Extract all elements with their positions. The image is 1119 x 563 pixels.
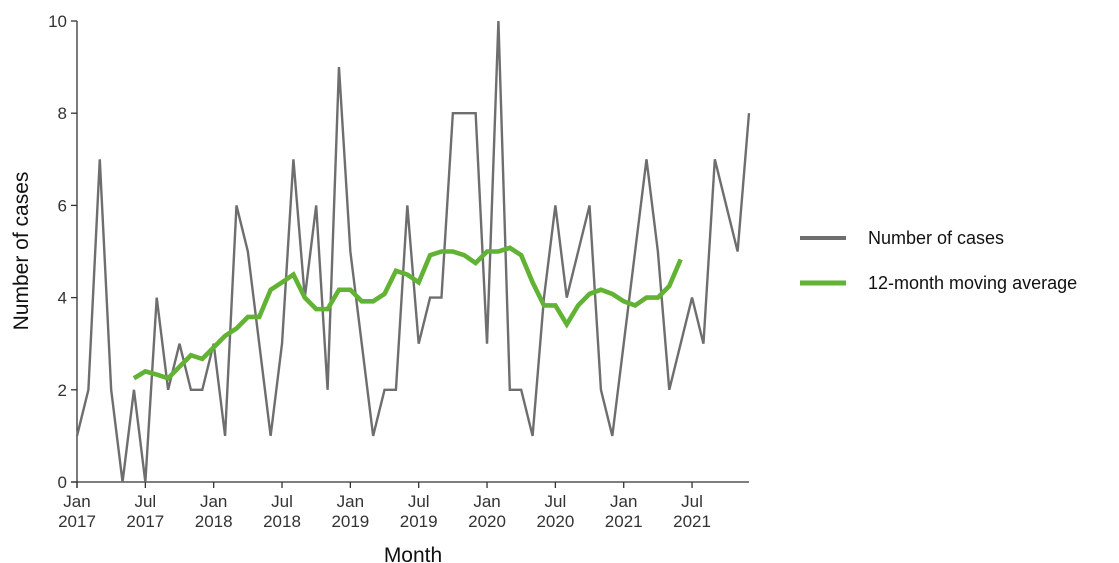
x-tick-label-month: Jan <box>200 492 227 511</box>
y-axis-title: Number of cases <box>10 172 33 331</box>
y-tick-label: 2 <box>58 381 67 400</box>
legend-label-moving-average: 12-month moving average <box>868 273 1077 293</box>
x-tick-label-year: 2021 <box>605 512 643 531</box>
x-tick-label-year: 2017 <box>58 512 96 531</box>
x-tick-label-year: 2018 <box>263 512 301 531</box>
series-line-number-of-cases <box>75 20 751 483</box>
x-tick-label-month: Jan <box>610 492 637 511</box>
x-tick-label-month: Jan <box>63 492 90 511</box>
x-tick-label-month: Jul <box>134 492 156 511</box>
x-tick-label-month: Jul <box>408 492 430 511</box>
x-tick-label-year: 2020 <box>536 512 574 531</box>
x-tick-label-year: 2020 <box>468 512 506 531</box>
series-line-moving-average <box>132 245 683 381</box>
x-tick-label-month: Jul <box>271 492 293 511</box>
x-tick-label-month: Jul <box>545 492 567 511</box>
y-tick-label: 6 <box>58 196 67 215</box>
x-tick-label-year: 2019 <box>331 512 369 531</box>
x-tick-label-year: 2021 <box>673 512 711 531</box>
x-axis-title: Month <box>384 544 442 563</box>
x-ticks: Jan2017Jul2017Jan2018Jul2018Jan2019Jul20… <box>58 482 711 531</box>
legend-label-number-of-cases: Number of cases <box>868 228 1004 248</box>
y-tick-label: 8 <box>58 104 67 123</box>
y-ticks: 0 2 4 6 8 10 <box>48 12 77 492</box>
x-tick-label-month: Jul <box>681 492 703 511</box>
y-tick-label: 0 <box>58 473 67 492</box>
x-tick-label-month: Jan <box>337 492 364 511</box>
x-tick-label-year: 2019 <box>400 512 438 531</box>
x-tick-label-month: Jan <box>473 492 500 511</box>
legend: Number of cases 12-month moving average <box>800 228 1077 293</box>
plot-series <box>75 20 751 483</box>
x-tick-label-year: 2018 <box>195 512 233 531</box>
y-tick-label: 4 <box>58 289 67 308</box>
x-tick-label-year: 2017 <box>126 512 164 531</box>
y-tick-label: 10 <box>48 12 67 31</box>
